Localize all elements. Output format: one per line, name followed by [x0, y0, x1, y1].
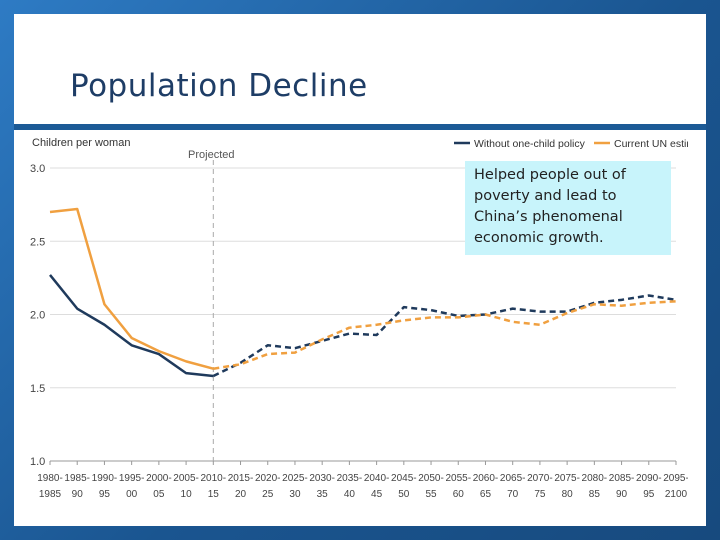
- x-tick-label: 30: [289, 489, 301, 500]
- x-tick-label: 10: [181, 489, 193, 500]
- legend: Without one-child policy Current UN estim…: [454, 138, 688, 150]
- series-group: [49, 207, 677, 378]
- x-tick-label: 90: [72, 489, 84, 500]
- x-tick-label: 2020-: [255, 473, 281, 484]
- x-tick-label: 2010-: [201, 473, 227, 484]
- x-tick-label: 2050-: [418, 473, 444, 484]
- x-tick-label: 20: [235, 489, 247, 500]
- x-tick-label: 2015-: [228, 473, 254, 484]
- x-tick-label: 45: [371, 489, 383, 500]
- y-tick-label: 1.5: [30, 383, 45, 395]
- x-tick-label: 2060-: [473, 473, 499, 484]
- y-tick-label: 2.0: [30, 310, 45, 322]
- series-line-historical: [49, 207, 214, 370]
- x-tick-label: 85: [589, 489, 601, 500]
- legend-label: Current UN estimate: [614, 138, 688, 150]
- projected-label: Projected: [188, 149, 234, 161]
- title-band: [14, 14, 706, 130]
- x-tick-label: 25: [262, 489, 274, 500]
- x-tick-label: 1980-: [37, 473, 63, 484]
- series-line-projected: [213, 300, 677, 370]
- x-tick-label: 95: [643, 489, 655, 500]
- x-tick-label: 60: [453, 489, 465, 500]
- x-tick-label: 35: [317, 489, 329, 500]
- slide-title: Population Decline: [70, 68, 368, 104]
- x-tick-label: 2090-: [636, 473, 662, 484]
- y-tick-label: 3.0: [30, 163, 45, 175]
- x-tick-label: 2095-: [663, 473, 688, 484]
- x-tick-label: 2035-: [337, 473, 363, 484]
- y-tick-label: 2.5: [30, 236, 45, 248]
- x-tick-label: 70: [507, 489, 519, 500]
- x-tick-label: 2100: [665, 489, 688, 500]
- x-tick-label: 1995-: [119, 473, 145, 484]
- x-tick-label: 80: [562, 489, 574, 500]
- x-tick-label: 1990-: [92, 473, 118, 484]
- y-axis-label: Children per woman: [32, 137, 130, 149]
- x-tick-label: 55: [425, 489, 437, 500]
- legend-label: Without one-child policy: [474, 138, 586, 150]
- series-line-historical: [49, 274, 214, 378]
- x-tick-label: 2085-: [609, 473, 635, 484]
- x-tick-label: 2070-: [527, 473, 553, 484]
- x-tick-label: 2025-: [282, 473, 308, 484]
- x-tick-label: 65: [480, 489, 492, 500]
- x-tick-label: 2080-: [582, 473, 608, 484]
- series-line-projected: [212, 294, 677, 378]
- x-tick-label: 2030-: [309, 473, 335, 484]
- fertility-line-chart: Children per woman Projected 3.0 2.5 2.0 1.…: [30, 137, 688, 500]
- x-tick-label: 2040-: [364, 473, 390, 484]
- x-tick-label: 05: [153, 489, 165, 500]
- x-tick-label: 1985-: [64, 473, 90, 484]
- callout-box: Helped people out of poverty and lead to…: [465, 161, 671, 255]
- y-tick-labels: 3.0 2.5 2.0 1.5 1.0: [30, 163, 45, 468]
- x-tick-label: 40: [344, 489, 356, 500]
- x-tick-label: 95: [99, 489, 111, 500]
- x-tick-label: 2075-: [554, 473, 580, 484]
- x-tick-label: 2005-: [173, 473, 199, 484]
- x-tick-label: 90: [616, 489, 628, 500]
- x-tick-label: 15: [208, 489, 220, 500]
- x-tick-label: 2045-: [391, 473, 417, 484]
- y-tick-label: 1.0: [30, 456, 45, 468]
- x-tick-label: 00: [126, 489, 138, 500]
- x-tick-label: 2000-: [146, 473, 172, 484]
- x-tick-label: 1985: [39, 489, 62, 500]
- x-tick-label: 2065-: [500, 473, 526, 484]
- x-tick-label: 75: [534, 489, 546, 500]
- x-tick-label: 2055-: [445, 473, 471, 484]
- x-tick-label: 50: [398, 489, 410, 500]
